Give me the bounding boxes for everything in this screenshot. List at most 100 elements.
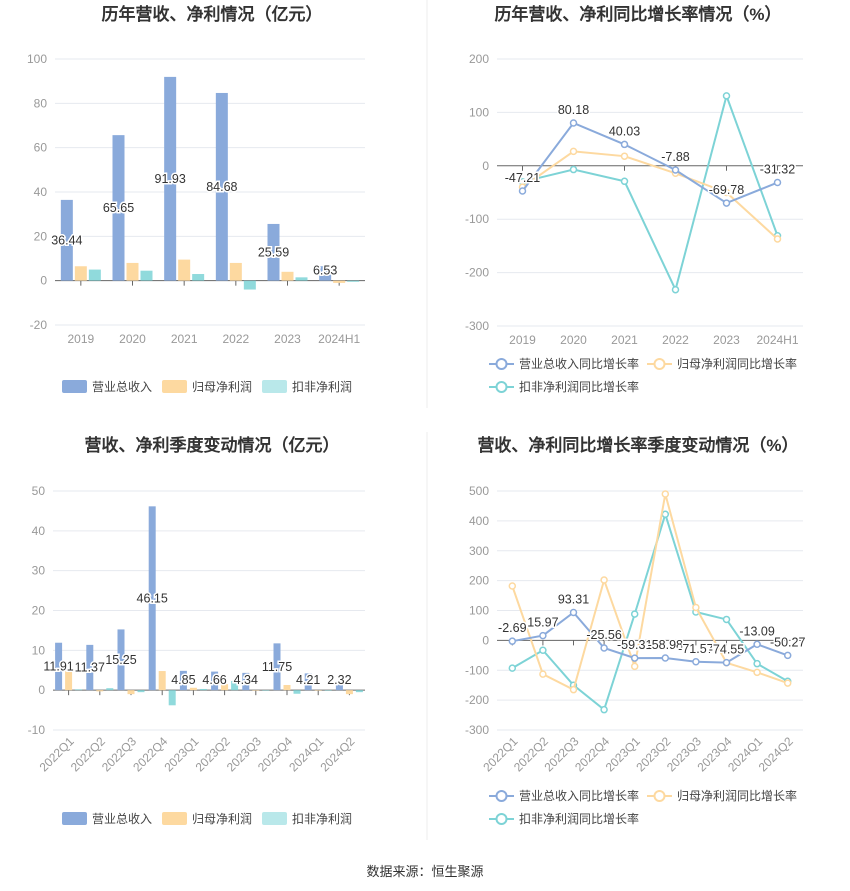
bar-归母净利润 xyxy=(281,271,294,281)
point xyxy=(671,285,680,294)
legend-label: 归母净利润 xyxy=(192,380,252,394)
line-扣非净利润同比增长率 xyxy=(511,510,789,712)
chart-title: 营收、净利同比增长率季度变动情况（%） xyxy=(477,435,798,455)
chart-3: 营收、净利季度变动情况（亿元）-10010203040502022Q12022Q… xyxy=(28,435,365,826)
bar-扣非净利润 xyxy=(355,690,363,693)
y-tick-label: 0 xyxy=(482,633,489,647)
y-tick-label: 100 xyxy=(27,52,47,66)
y-tick-label: 80 xyxy=(34,96,48,110)
bar-扣非净利润 xyxy=(293,690,301,694)
x-tick-label: 2024H1 xyxy=(318,332,360,346)
x-tick-label: 2020 xyxy=(119,332,146,346)
legend-item: 扣非净利润 xyxy=(262,380,352,394)
y-tick-label: 0 xyxy=(38,683,45,697)
legend-marker xyxy=(653,790,666,802)
legend-marker xyxy=(495,381,508,393)
chart-1: 历年营收、净利情况（亿元） -20 0 20 40 60 80 100 2019 2020 2021… xyxy=(27,4,365,394)
bar-营业总收入 xyxy=(215,92,228,281)
x-tick-label: 2019 xyxy=(67,332,94,346)
bar-扣非净利润 xyxy=(347,280,360,282)
y-tick-label: 50 xyxy=(32,484,46,498)
point xyxy=(722,92,731,100)
point xyxy=(753,659,761,668)
data-label: 4.21 xyxy=(296,673,320,687)
bar-归母净利润 xyxy=(127,690,135,695)
point xyxy=(600,705,608,714)
legend-label: 扣非净利润同比增长率 xyxy=(519,379,639,394)
x-tick-label: 2023 xyxy=(713,333,740,347)
data-label: -50.27 xyxy=(770,635,805,649)
legend-swatch xyxy=(162,380,187,393)
legend-label: 营业总收入同比增长率 xyxy=(519,788,639,803)
legend-item: 扣非净利润 xyxy=(262,812,352,826)
data-label: 4.66 xyxy=(202,673,226,687)
point xyxy=(773,178,782,187)
y-tick-label: 100 xyxy=(469,604,489,618)
data-label: 11.91 xyxy=(43,659,73,673)
y-tick-label: 40 xyxy=(32,524,46,538)
point xyxy=(508,637,517,645)
x-tick-label: 2021 xyxy=(171,332,198,346)
y-tick-label: -300 xyxy=(465,723,489,737)
bar-归母净利润 xyxy=(74,266,87,281)
data-label: -74.55 xyxy=(709,643,744,657)
legend-label: 扣非净利润 xyxy=(292,380,352,394)
point xyxy=(773,235,782,243)
data-label: -13.09 xyxy=(739,624,774,638)
legend-item: 扣非净利润同比增长率 xyxy=(489,379,639,394)
x-tick-label: 2024H1 xyxy=(756,333,798,347)
point xyxy=(722,658,731,667)
point xyxy=(600,644,608,652)
point xyxy=(539,646,547,654)
bar-营业总收入 xyxy=(335,680,343,691)
data-label: -7.88 xyxy=(661,150,690,164)
bar-营业总收入 xyxy=(242,672,250,691)
data-label: -71.57 xyxy=(678,642,713,656)
data-label: -2.69 xyxy=(498,621,527,635)
y-tick-label: 30 xyxy=(32,564,46,578)
x-tick-label: 2022 xyxy=(222,332,249,346)
point xyxy=(722,199,731,207)
x-tick-label: 2021 xyxy=(611,333,638,347)
y-tick-label: -200 xyxy=(465,266,489,280)
legend-item: 扣非净利润同比增长率 xyxy=(489,811,639,826)
data-label: 15.25 xyxy=(105,653,136,667)
y-tick-label: 500 xyxy=(469,484,489,498)
point xyxy=(783,651,792,660)
bar-扣非净利润 xyxy=(262,690,270,691)
bar-扣非净利润 xyxy=(88,269,101,281)
data-label: 15.97 xyxy=(527,616,558,630)
bar-归母净利润 xyxy=(96,690,104,692)
point xyxy=(539,631,547,640)
bar-扣非净利润 xyxy=(168,690,176,706)
y-tick-label: 200 xyxy=(469,574,489,588)
point xyxy=(671,166,680,174)
data-label: -47.21 xyxy=(505,171,540,185)
data-label: 4.85 xyxy=(171,673,195,687)
point xyxy=(569,685,578,694)
point xyxy=(661,510,670,519)
legend-label: 归母净利润 xyxy=(192,812,252,826)
bar-扣非净利润 xyxy=(75,689,83,691)
bar-营业总收入 xyxy=(60,199,73,281)
y-tick-label: 100 xyxy=(469,105,489,119)
y-tick-label: 60 xyxy=(34,141,48,155)
bar-归母净利润 xyxy=(65,671,73,691)
y-tick-label: 20 xyxy=(32,604,46,618)
bar-归母净利润 xyxy=(252,690,260,691)
x-tick-label: 2024Q2 xyxy=(756,734,796,774)
point xyxy=(661,654,670,662)
legend-item: 营业总收入同比增长率 xyxy=(489,788,639,803)
y-tick-label: 200 xyxy=(469,52,489,66)
x-tick-label: 2022 xyxy=(662,333,689,347)
bar-扣非净利润 xyxy=(231,681,239,691)
line-归母净利润同比增长率 xyxy=(511,493,789,692)
point xyxy=(508,582,517,590)
point xyxy=(753,640,761,649)
bar-营业总收入 xyxy=(117,629,125,691)
data-label: 25.59 xyxy=(258,245,289,259)
legend-swatch xyxy=(262,812,287,825)
x-tick-label: 2020 xyxy=(560,333,587,347)
bar-归母净利润 xyxy=(283,684,291,691)
